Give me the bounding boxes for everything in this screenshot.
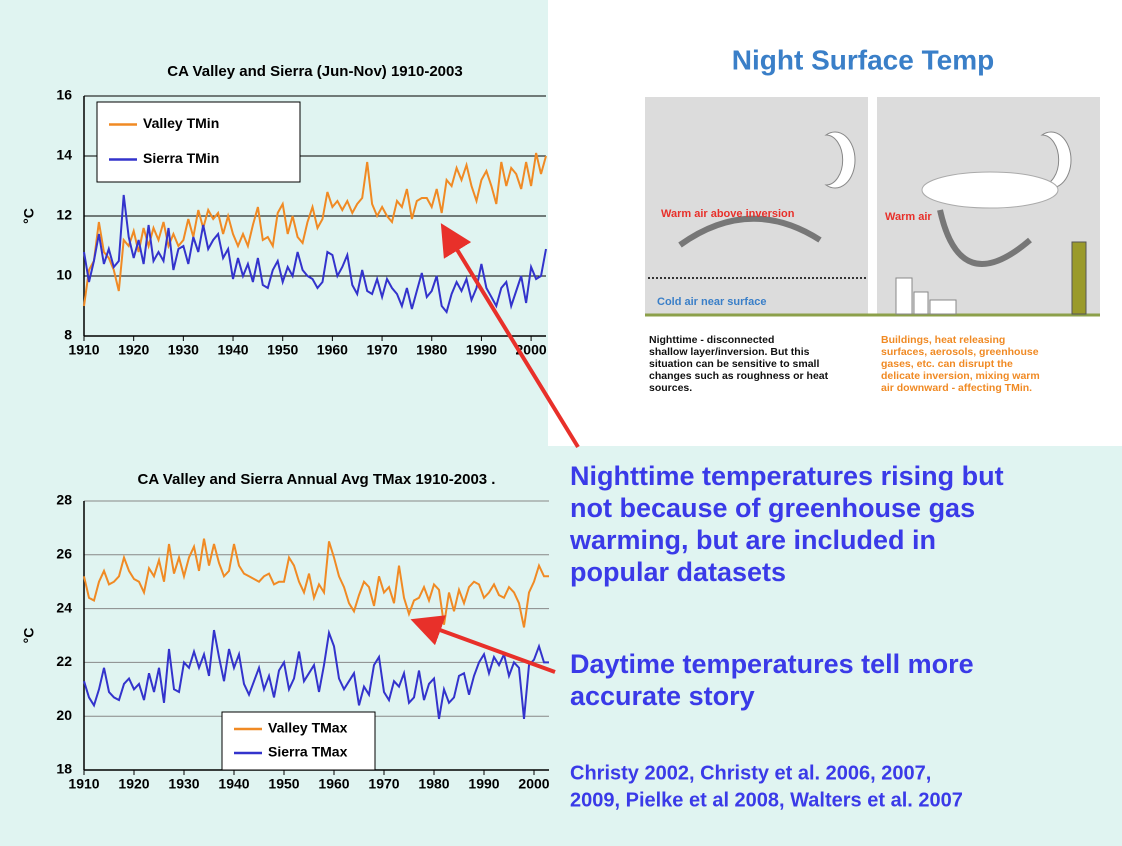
chimney bbox=[1071, 241, 1087, 315]
citation-line: Christy 2002, Christy et al. 2006, 2007, bbox=[570, 762, 931, 784]
pointer-arrow bbox=[440, 223, 580, 449]
left-scene bbox=[645, 97, 868, 315]
building bbox=[929, 299, 957, 315]
x-tick-label: 1950 bbox=[267, 342, 298, 358]
caption-line: surfaces, aerosols, greenhouse bbox=[881, 346, 1039, 358]
y-tick-label: 20 bbox=[56, 707, 72, 723]
x-tick-label: 1940 bbox=[218, 776, 249, 792]
air-arrow bbox=[678, 215, 822, 248]
caption-line: changes such as roughness or heat bbox=[649, 370, 829, 382]
x-tick-label: 1920 bbox=[118, 776, 149, 792]
x-tick-label: 1960 bbox=[317, 342, 348, 358]
building bbox=[895, 277, 913, 315]
caption-line: air downward - affecting TMin. bbox=[881, 382, 1032, 394]
y-tick-label: 22 bbox=[56, 653, 72, 669]
legend-box bbox=[96, 101, 301, 183]
x-tick-label: 1970 bbox=[366, 342, 397, 358]
x-tick-label: 1920 bbox=[118, 342, 149, 358]
diagram-title: Night Surface Temp bbox=[732, 44, 994, 75]
chart-title: CA Valley and Sierra (Jun-Nov) 1910-2003 bbox=[167, 63, 462, 80]
x-tick-label: 1980 bbox=[418, 776, 449, 792]
x-tick-label: 1960 bbox=[318, 776, 349, 792]
y-tick-label: 14 bbox=[56, 147, 72, 163]
building bbox=[913, 291, 929, 315]
note-line: not because of greenhouse gas bbox=[570, 493, 975, 523]
y-axis-label: °C bbox=[21, 208, 37, 224]
warm-label: Warm air bbox=[885, 211, 932, 223]
citation-line: 2009, Pielke et al 2008, Walters et al. … bbox=[570, 789, 963, 811]
y-tick-label: 18 bbox=[56, 761, 72, 777]
legend-box bbox=[221, 711, 376, 771]
x-tick-label: 1940 bbox=[217, 342, 248, 358]
y-tick-label: 26 bbox=[56, 546, 72, 562]
series-line bbox=[83, 628, 549, 720]
moon bbox=[824, 131, 856, 189]
caption-line: gases, etc. can disrupt the bbox=[881, 358, 1013, 370]
caption-line: sources. bbox=[649, 382, 692, 394]
cold-label: Cold air near surface bbox=[657, 296, 766, 308]
x-tick-label: 2000 bbox=[518, 776, 549, 792]
cloud bbox=[921, 171, 1059, 209]
caption-line: situation can be sensitive to small bbox=[649, 358, 819, 370]
x-tick-label: 1990 bbox=[468, 776, 499, 792]
y-tick-label: 12 bbox=[56, 207, 72, 223]
legend-label: Valley TMin bbox=[143, 115, 219, 131]
note-line: warming, but are included in bbox=[569, 525, 936, 555]
note-line: Nighttime temperatures rising but bbox=[570, 461, 1004, 491]
y-tick-label: 8 bbox=[64, 327, 72, 343]
x-tick-label: 1950 bbox=[268, 776, 299, 792]
caption-line: delicate inversion, mixing warm bbox=[881, 370, 1040, 382]
legend-label: Valley TMax bbox=[268, 720, 348, 736]
x-tick-label: 1930 bbox=[168, 776, 199, 792]
x-tick-label: 1970 bbox=[368, 776, 399, 792]
series-line bbox=[83, 538, 549, 628]
caption-line: Nighttime - disconnected bbox=[649, 334, 774, 346]
warm-label: Warm air above inversion bbox=[661, 208, 795, 220]
y-tick-label: 24 bbox=[56, 599, 72, 615]
air-arrow bbox=[937, 209, 1032, 267]
x-tick-label: 1980 bbox=[416, 342, 447, 358]
x-tick-label: 1990 bbox=[466, 342, 497, 358]
note-line: Daytime temperatures tell more bbox=[570, 649, 974, 679]
x-tick-label: 2000 bbox=[516, 342, 547, 358]
legend-label: Sierra TMin bbox=[143, 150, 219, 166]
y-axis-label: °C bbox=[21, 628, 37, 644]
charts: CA Valley and Sierra (Jun-Nov) 1910-2003… bbox=[21, 63, 550, 792]
chart-title: CA Valley and Sierra Annual Avg TMax 191… bbox=[138, 471, 496, 488]
x-tick-label: 1910 bbox=[68, 776, 99, 792]
pointer-arrow bbox=[410, 615, 556, 674]
series-line bbox=[83, 152, 547, 307]
note-line: popular datasets bbox=[570, 557, 786, 587]
x-tick-label: 1910 bbox=[68, 342, 99, 358]
note-line: accurate story bbox=[570, 681, 755, 711]
series-line bbox=[83, 194, 547, 315]
y-tick-label: 16 bbox=[56, 87, 72, 103]
y-tick-label: 10 bbox=[56, 267, 72, 283]
y-tick-label: 28 bbox=[56, 492, 72, 508]
caption-line: Buildings, heat releasing bbox=[881, 334, 1005, 346]
caption-line: shallow layer/inversion. But this bbox=[649, 346, 810, 358]
x-tick-label: 1930 bbox=[168, 342, 199, 358]
legend-label: Sierra TMax bbox=[268, 744, 348, 760]
